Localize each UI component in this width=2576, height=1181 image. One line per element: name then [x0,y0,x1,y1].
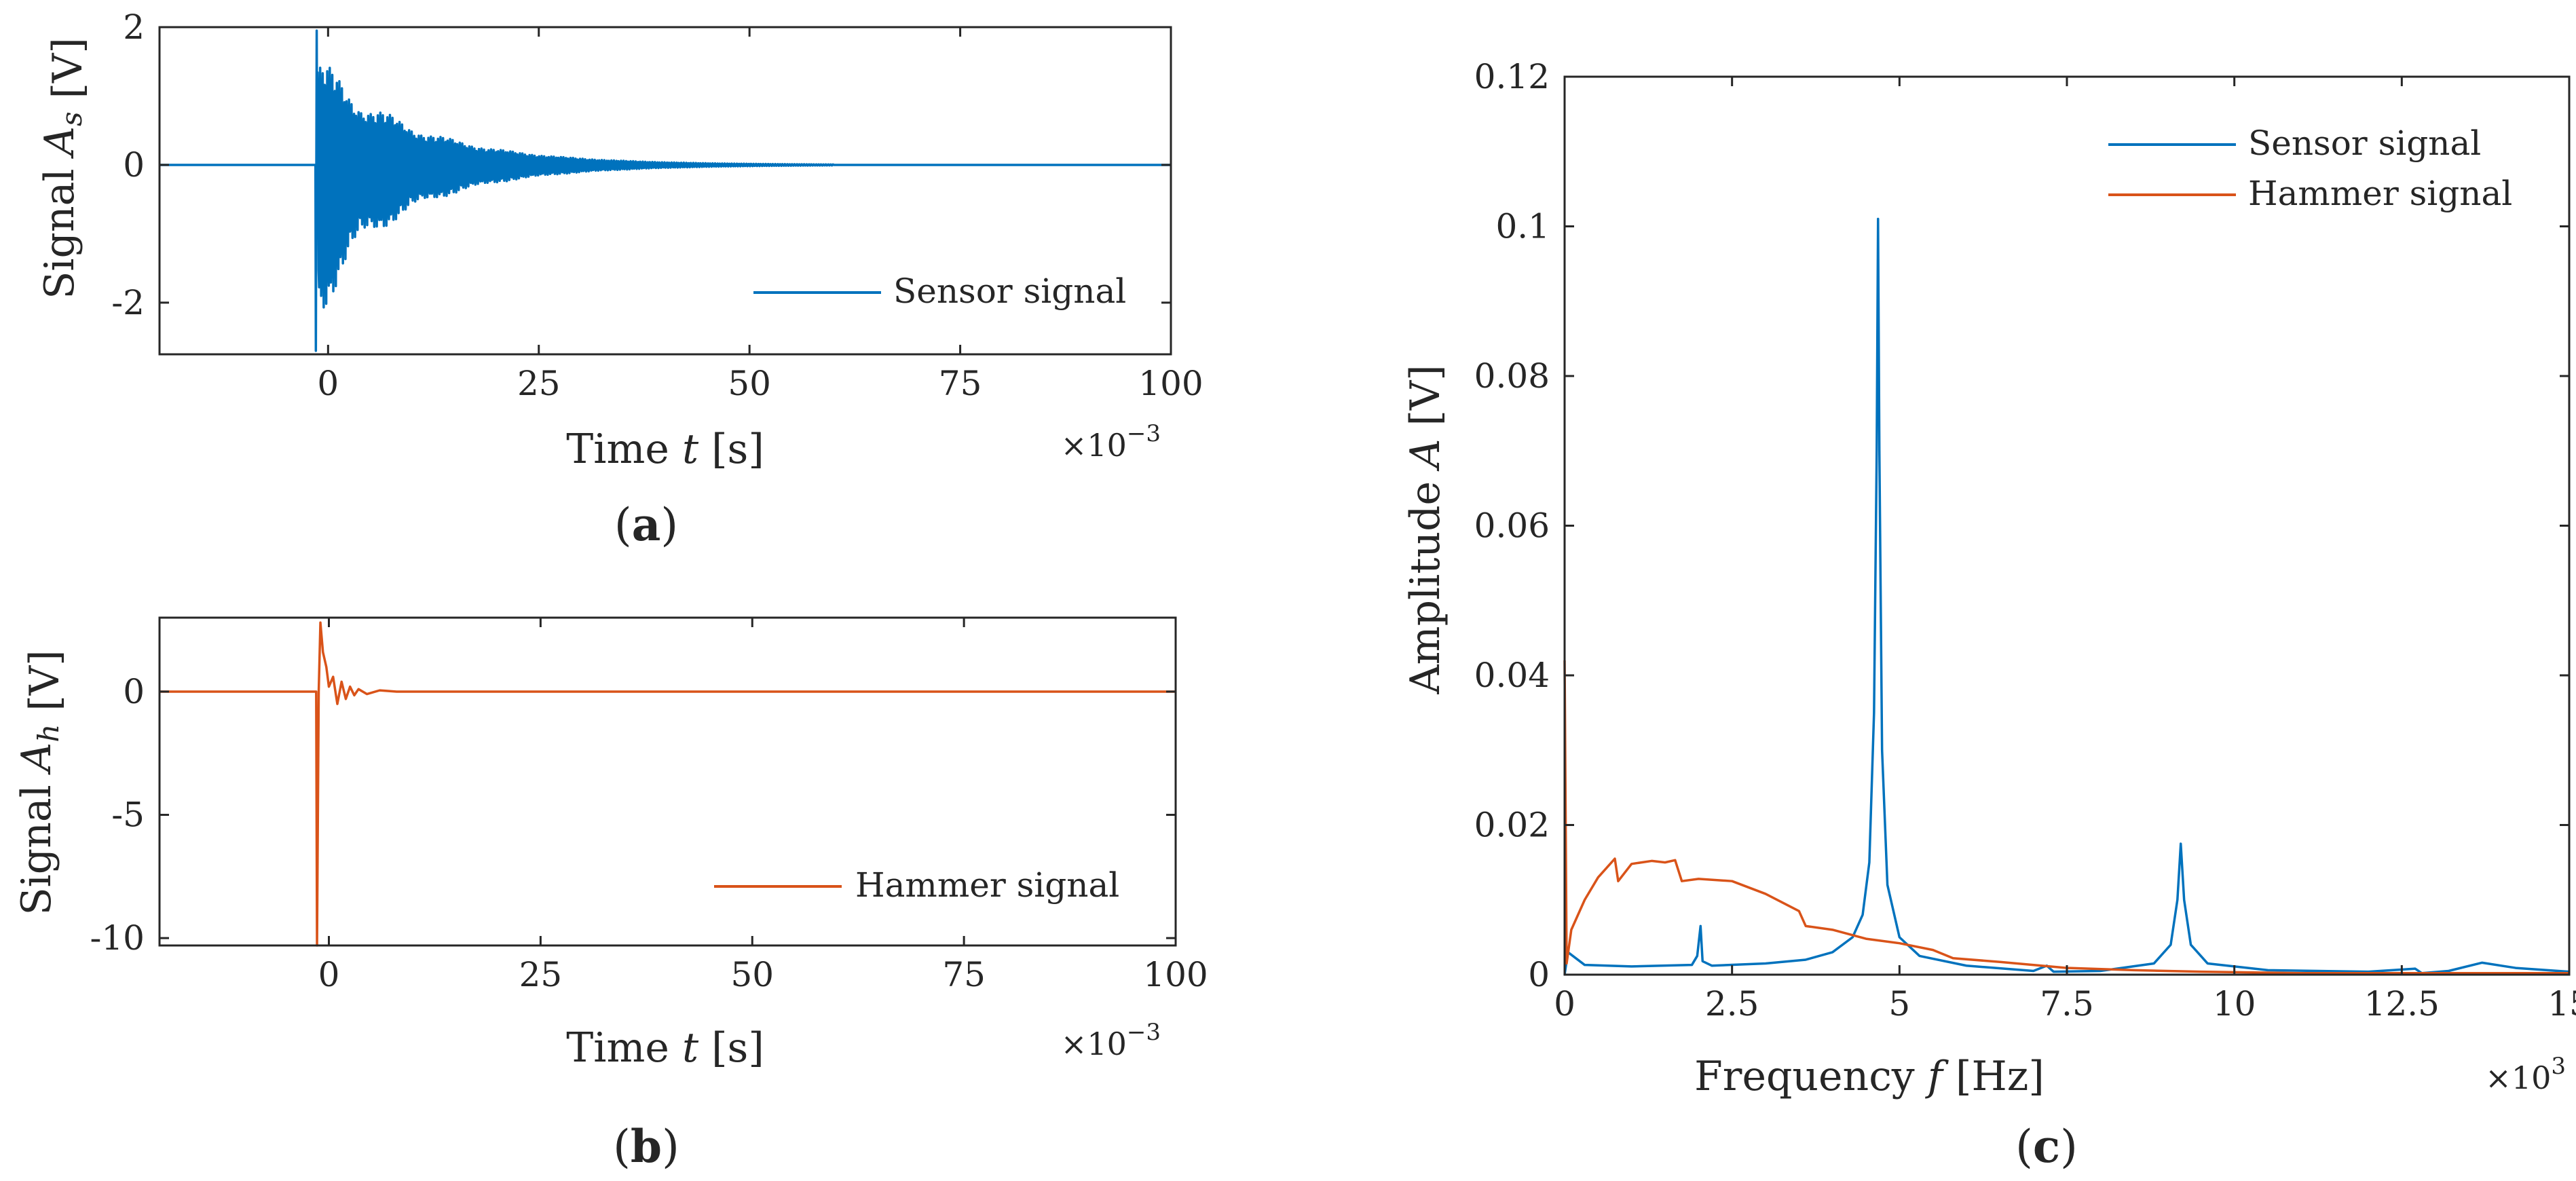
chart-a-xtick-label: 25 [517,364,561,403]
chart-b-xtick-label: 100 [1143,955,1208,994]
chart-a-xtick-label: 100 [1138,364,1203,403]
chart-b-legend-hammer: Hammer signal [855,865,1119,905]
chart-c: 0 2.5 5 7.5 10 12.5 15 0 0.02 0.04 0.06 0.08 0.1 0.12… [1402,57,2576,1173]
chart-a-legend: Sensor signal [753,271,1126,311]
chart-b-xtick-label: 0 [318,955,340,994]
chart-c-xlabel: Frequency f [Hz] [1694,1053,2045,1100]
chart-c-xtick-label: 2.5 [1705,984,1759,1024]
chart-a: 0 25 50 75 100-202 Time t [s] Signal As [V] … [36,7,1203,551]
chart-c-xtick-label: 12.5 [2364,984,2440,1024]
chart-b-frame [158,616,1177,947]
chart-c-ytick-label: 0.12 [1474,57,1550,96]
chart-c-series-hammer-signal [1563,660,2569,975]
chart-a-xtick-label: 50 [728,364,771,403]
chart-c-xtick-label: 7.5 [2040,984,2094,1024]
chart-b: 0 25 50 75 100 -10 -5 0 Time t [s] Signal Ah [V… [13,616,1208,1173]
chart-c-legend-hammer: Hammer signal [2248,174,2512,213]
chart-a-ytick-label: 0 [123,145,145,185]
chart-c-ytick-label: 0.1 [1495,207,1550,246]
chart-c-xtick-label: 5 [1888,984,1910,1024]
chart-c-ytick-label: 0.02 [1474,806,1550,845]
chart-c-xtick-label: 0 [1554,984,1575,1024]
chart-c-series-sensor-signal [1563,217,2570,975]
chart-a-xtick-label: 0 [317,364,339,403]
chart-c-legend: Sensor signal Hammer signal [2108,124,2512,213]
chart-a-series-sensor-signal [160,29,1171,352]
chart-b-xtick-label: 50 [730,955,774,994]
chart-c-legend-sensor: Sensor signal [2248,124,2481,163]
chart-b-xtick-label: 75 [942,955,986,994]
chart-c-ytick-label: 0.04 [1474,656,1550,695]
chart-a-xlabel: Time t [s] [566,426,764,473]
chart-b-xtick-label: 25 [519,955,563,994]
chart-a-xtick-label: 75 [939,364,982,403]
chart-a-ylabel: Signal As [V] [36,37,92,299]
chart-b-xlabel: Time t [s] [566,1024,764,1072]
chart-c-ylabel: Amplitude A [V] [1402,364,1449,694]
chart-a-ytick-label: -2 [111,283,145,322]
chart-b-ytick-label: -10 [90,918,145,958]
chart-c-ytick-label: 0.08 [1474,356,1550,396]
chart-b-ylabel: Signal Ah [V] [13,650,69,915]
chart-b-panel-label: (b) [613,1120,679,1173]
chart-a-panel-label: (a) [614,498,678,551]
chart-c-ytick-label: 0 [1528,955,1550,994]
chart-b-ytick-label: -5 [111,795,145,835]
chart-b-legend: Hammer signal [714,865,1119,905]
chart-b-ytick-label: 0 [123,672,145,711]
chart-b-series-hammer-signal [160,621,1176,947]
chart-c-panel-label: (c) [2015,1120,2078,1173]
chart-c-x-multiplier: ×103 [2485,1053,2566,1096]
chart-a-legend-sensor: Sensor signal [893,271,1126,311]
chart-c-ytick-label: 0.06 [1474,506,1550,546]
chart-a-frame [158,26,1172,356]
chart-a-ytick-label: 2 [123,7,145,47]
chart-a-x-multiplier: ×10−3 [1061,420,1161,464]
chart-c-xtick-label: 15 [2547,984,2576,1024]
chart-c-xtick-label: 10 [2213,984,2256,1024]
chart-b-x-multiplier: ×10−3 [1061,1019,1161,1062]
